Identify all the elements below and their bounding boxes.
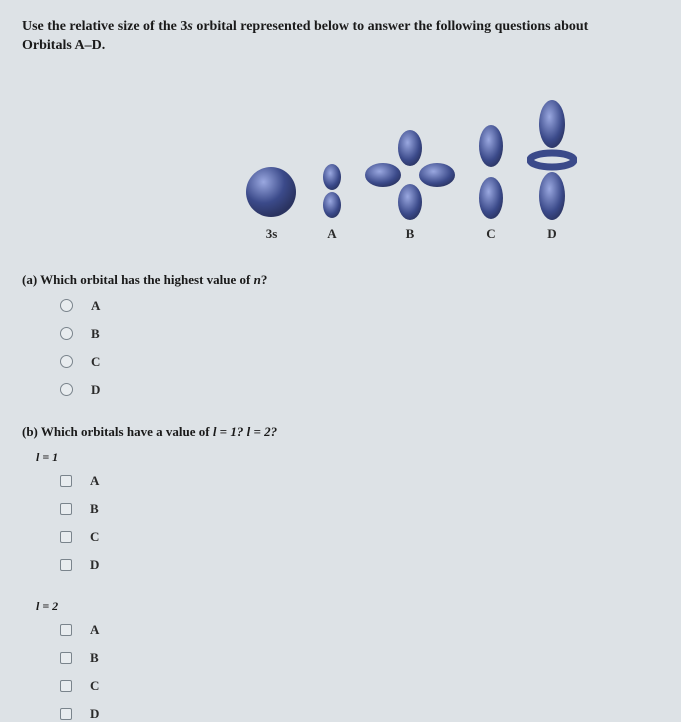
checkbox-icon[interactable] bbox=[60, 708, 72, 720]
option-label: A bbox=[90, 622, 99, 638]
orbital-3s: 3s bbox=[244, 165, 299, 242]
d-orbital-clover-icon bbox=[365, 130, 455, 220]
option-b2-D[interactable]: D bbox=[60, 706, 659, 722]
option-b1-C[interactable]: C bbox=[60, 529, 659, 545]
checkbox-icon[interactable] bbox=[60, 680, 72, 692]
option-b1-A[interactable]: A bbox=[60, 473, 659, 489]
sublabel-l1: l = 1 bbox=[36, 450, 659, 465]
orbital-3s-label: 3s bbox=[266, 226, 278, 242]
option-label: B bbox=[90, 650, 99, 666]
p-orbital-large-icon bbox=[473, 124, 509, 220]
subgroup-l2: l = 2 A B C D bbox=[22, 599, 659, 722]
option-b1-D[interactable]: D bbox=[60, 557, 659, 573]
intro-part1-cont: orbital represented below to answer the … bbox=[193, 19, 589, 34]
subgroup-l1: l = 1 A B C D bbox=[22, 450, 659, 573]
option-label: D bbox=[91, 382, 100, 398]
options-a: A B C D bbox=[60, 298, 659, 398]
radio-icon[interactable] bbox=[60, 299, 73, 312]
question-b: (b) Which orbitals have a value of l = 1… bbox=[22, 424, 659, 440]
option-label: B bbox=[90, 501, 99, 517]
orbital-b: B bbox=[365, 130, 455, 242]
option-label: A bbox=[91, 298, 100, 314]
question-a-var: n bbox=[254, 272, 261, 287]
option-b2-B[interactable]: B bbox=[60, 650, 659, 666]
options-b-l2: A B C D bbox=[60, 622, 659, 722]
orbital-figure: 3s A bbox=[22, 92, 659, 242]
option-label: A bbox=[90, 473, 99, 489]
checkbox-icon[interactable] bbox=[60, 475, 72, 487]
options-b-l1: A B C D bbox=[60, 473, 659, 573]
question-b-eq2: l = 2? bbox=[247, 424, 278, 439]
option-b2-A[interactable]: A bbox=[60, 622, 659, 638]
checkbox-icon[interactable] bbox=[60, 559, 72, 571]
dz2-orbital-icon bbox=[527, 100, 577, 220]
option-a-B[interactable]: B bbox=[60, 326, 659, 342]
question-a: (a) Which orbital has the highest value … bbox=[22, 272, 659, 288]
checkbox-icon[interactable] bbox=[60, 652, 72, 664]
option-label: B bbox=[91, 326, 100, 342]
option-a-A[interactable]: A bbox=[60, 298, 659, 314]
question-b-text: (b) Which orbitals have a value of bbox=[22, 424, 213, 439]
question-a-end: ? bbox=[261, 272, 268, 287]
orbital-c-label: C bbox=[486, 226, 495, 242]
option-b1-B[interactable]: B bbox=[60, 501, 659, 517]
question-b-eq1: l = 1? bbox=[213, 424, 247, 439]
intro-part1: Use the relative size of the 3 bbox=[22, 19, 187, 34]
orbital-a-label: A bbox=[327, 226, 336, 242]
question-a-text: (a) Which orbital has the highest value … bbox=[22, 272, 254, 287]
radio-icon[interactable] bbox=[60, 383, 73, 396]
orbital-c: C bbox=[473, 124, 509, 242]
option-label: C bbox=[90, 678, 99, 694]
radio-icon[interactable] bbox=[60, 355, 73, 368]
option-label: D bbox=[90, 557, 99, 573]
sphere-orbital-icon bbox=[244, 165, 299, 220]
option-a-D[interactable]: D bbox=[60, 382, 659, 398]
checkbox-icon[interactable] bbox=[60, 624, 72, 636]
option-label: D bbox=[90, 706, 99, 722]
option-label: C bbox=[90, 529, 99, 545]
orbital-a: A bbox=[317, 162, 347, 242]
p-orbital-small-icon bbox=[317, 162, 347, 220]
orbital-b-label: B bbox=[406, 226, 415, 242]
sublabel-l2: l = 2 bbox=[36, 599, 659, 614]
orbital-d-label: D bbox=[547, 226, 556, 242]
radio-icon[interactable] bbox=[60, 327, 73, 340]
option-a-C[interactable]: C bbox=[60, 354, 659, 370]
checkbox-icon[interactable] bbox=[60, 503, 72, 515]
option-label: C bbox=[91, 354, 100, 370]
intro-text: Use the relative size of the 3s orbital … bbox=[22, 18, 659, 56]
intro-part2: Orbitals A–D. bbox=[22, 38, 105, 53]
checkbox-icon[interactable] bbox=[60, 531, 72, 543]
orbital-d: D bbox=[527, 100, 577, 242]
option-b2-C[interactable]: C bbox=[60, 678, 659, 694]
